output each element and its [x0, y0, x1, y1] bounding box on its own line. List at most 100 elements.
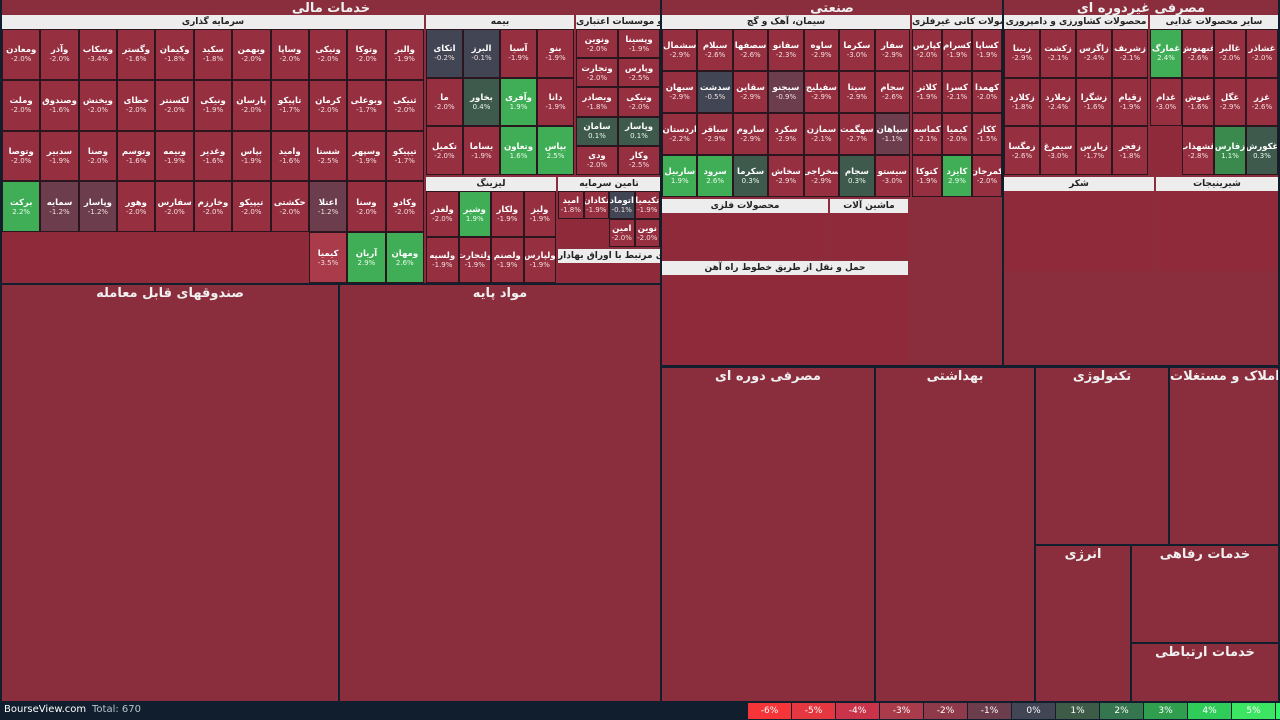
stock-tile[interactable]: کیمیا -3.5% [308, 232, 348, 283]
industry-title[interactable]: محصولات کانی غیرفلزی [912, 15, 1002, 29]
stock-tile[interactable]: خطای -2.0% [117, 79, 156, 131]
stock-tile[interactable]: اتوماد -0.1% [609, 191, 635, 219]
stock-tile[interactable]: وتوسم -1.6% [117, 130, 156, 182]
stock-tile[interactable]: ثنیکی -2.0% [385, 79, 424, 131]
stock-tile[interactable]: سیمرغ -3.0% [1040, 126, 1076, 175]
stock-tile[interactable]: تیپیکو -2.0% [232, 181, 271, 233]
stock-tile[interactable]: ومهان 2.6% [385, 232, 424, 283]
stock-tile[interactable]: دانا -1.9% [537, 77, 574, 127]
stock-tile[interactable]: کایزد 2.9% [942, 155, 972, 197]
stock-tile[interactable]: وصندوق -1.6% [40, 79, 79, 131]
stock-tile[interactable]: کسرا -2.1% [942, 71, 972, 113]
stock-tile[interactable]: البرز -0.1% [463, 29, 500, 78]
stock-tile[interactable]: سجام -2.6% [874, 71, 910, 113]
stock-tile[interactable]: شستا -2.5% [308, 130, 348, 182]
stock-tile[interactable]: سکرما 0.3% [732, 155, 769, 197]
stock-tile[interactable]: ساوه -2.9% [803, 29, 840, 71]
sector-title[interactable]: خدمات ارتباطی [1155, 645, 1255, 660]
stock-tile[interactable]: زپارس -1.7% [1076, 126, 1112, 175]
stock-tile[interactable]: وسپهر -1.9% [347, 130, 386, 182]
stock-tile[interactable]: کیمیا -2.0% [942, 113, 972, 155]
stock-tile[interactable]: غگل -2.9% [1214, 77, 1246, 127]
stock-tile[interactable]: سدشت -0.5% [697, 71, 733, 113]
stock-tile[interactable]: ونیکی -2.0% [308, 29, 348, 80]
stock-tile[interactable]: ونیکی -1.9% [193, 79, 233, 131]
stock-tile[interactable]: زکلارد -1.8% [1004, 77, 1040, 127]
industry-title[interactable]: ماشین آلات [830, 199, 908, 213]
stock-tile[interactable]: وپاسار 0.1% [618, 116, 660, 146]
stock-tile[interactable]: ما -2.0% [426, 77, 463, 127]
stock-tile[interactable]: زشریف -2.1% [1112, 29, 1148, 78]
stock-tile[interactable]: وغدیر -1.6% [193, 130, 233, 182]
stock-tile[interactable]: وشیر 1.9% [458, 191, 491, 237]
stock-tile[interactable]: سهگمت -2.7% [839, 113, 875, 155]
stock-tile[interactable]: زکشت -2.1% [1040, 29, 1076, 78]
stock-tile[interactable]: وتوصا -2.0% [2, 130, 41, 182]
stock-tile[interactable]: وآذر -2.0% [40, 29, 79, 80]
stock-tile[interactable]: غالبر -2.0% [1214, 29, 1246, 78]
industry-title[interactable]: بیمه [426, 15, 574, 29]
industry-title[interactable]: حمل و نقل از طریق خطوط راه آهن [662, 261, 908, 275]
stock-tile[interactable]: وکیمان -1.8% [155, 29, 194, 80]
stock-tile[interactable]: کساپا -1.9% [972, 29, 1002, 71]
stock-tile[interactable]: ویخنش -2.0% [78, 79, 118, 131]
stock-tile[interactable]: تیپیکو -1.7% [385, 130, 424, 182]
industry-title[interactable]: تامین سرمایه [558, 177, 660, 191]
stock-tile[interactable]: ولصنم -1.9% [491, 237, 524, 283]
sector-title[interactable]: صندوقهای قابل معامله [96, 286, 244, 301]
stock-tile[interactable]: کسرام -1.9% [942, 29, 972, 71]
stock-tile[interactable]: غشهداب-2.8% [1182, 126, 1214, 175]
stock-tile[interactable]: وآفری 1.9% [500, 77, 537, 127]
industry-title[interactable]: سرمایه گذاری [2, 15, 424, 29]
stock-tile[interactable]: سفیلیج -2.9% [803, 71, 840, 113]
sector-title[interactable]: تکنولوژی [1072, 369, 1132, 384]
stock-tile[interactable]: ولغدر -2.0% [426, 191, 459, 237]
stock-tile[interactable]: ولیز -1.9% [523, 191, 556, 237]
industry-title[interactable]: بانک‌ها و موسسات اعتباری [576, 15, 660, 29]
stock-tile[interactable]: کمرجان -2.0% [972, 155, 1002, 197]
industry-title[interactable]: لیزینگ [426, 177, 556, 191]
stock-tile[interactable]: حکشتی -2.0% [270, 181, 309, 233]
stock-tile[interactable]: سیستو -3.0% [874, 155, 910, 197]
stock-tile[interactable]: وهور -2.0% [117, 181, 156, 233]
stock-tile[interactable]: ودی -2.0% [576, 145, 618, 175]
stock-tile[interactable]: تکیمیا -1.9% [634, 191, 660, 219]
stock-tile[interactable]: وپاسار -1.2% [78, 181, 118, 233]
stock-tile[interactable]: غمارگ 2.4% [1150, 29, 1182, 78]
stock-tile[interactable]: سخراجی -2.9% [803, 155, 840, 197]
stock-tile[interactable]: وکادو -2.0% [385, 181, 424, 233]
stock-tile[interactable]: سکرد -2.9% [768, 113, 804, 155]
stock-tile[interactable]: سیلام -2.6% [697, 29, 733, 71]
stock-tile[interactable]: سشمال -2.9% [662, 29, 698, 71]
stock-tile[interactable]: وبهمن -2.0% [232, 29, 271, 80]
stock-tile[interactable]: سکید -1.8% [193, 29, 233, 80]
stock-tile[interactable]: وپارس -2.5% [618, 58, 660, 88]
stock-tile[interactable]: کرمان -2.0% [308, 79, 348, 131]
stock-tile[interactable]: سقاین -2.9% [732, 71, 769, 113]
stock-tile[interactable]: کماسه -2.1% [912, 113, 942, 155]
stock-tile[interactable]: ساربیل 1.9% [662, 155, 698, 197]
industry-title[interactable]: سیمان، آهک و گچ [662, 15, 910, 29]
stock-tile[interactable]: سرود 2.6% [697, 155, 733, 197]
stock-tile[interactable]: امید -1.8% [558, 191, 584, 219]
stock-tile[interactable]: زبینا -2.9% [1004, 29, 1040, 78]
industry-title[interactable]: شیرینیجات [1156, 177, 1278, 191]
stock-tile[interactable]: وپسینا -1.9% [618, 29, 660, 59]
stock-tile[interactable]: وتوکا -2.0% [347, 29, 386, 80]
stock-tile[interactable]: سکرما -3.0% [839, 29, 875, 71]
stock-tile[interactable]: سفانو -2.3% [768, 29, 804, 71]
stock-tile[interactable]: امین -2.0% [609, 219, 635, 247]
stock-tile[interactable]: تکادان -1.9% [583, 191, 609, 219]
stock-tile[interactable]: بخاور 0.4% [463, 77, 500, 127]
stock-tile[interactable]: زفارس 1.1% [1214, 126, 1246, 175]
stock-tile[interactable]: وکار -2.5% [618, 145, 660, 175]
stock-tile[interactable]: ونوین -2.0% [576, 29, 618, 59]
stock-tile[interactable]: غشاذر -2.0% [1246, 29, 1278, 78]
stock-tile[interactable]: وسکاب -3.4% [78, 29, 118, 80]
stock-tile[interactable]: بپاس 2.5% [537, 126, 574, 175]
stock-tile[interactable]: سباقر -2.9% [697, 113, 733, 155]
stock-tile[interactable]: زاگرس -2.4% [1076, 29, 1112, 78]
sector-title[interactable]: مواد پایه [472, 286, 528, 301]
stock-tile[interactable]: زفجر -1.8% [1112, 126, 1148, 175]
sector-title[interactable]: خدمات مالی [291, 1, 371, 16]
